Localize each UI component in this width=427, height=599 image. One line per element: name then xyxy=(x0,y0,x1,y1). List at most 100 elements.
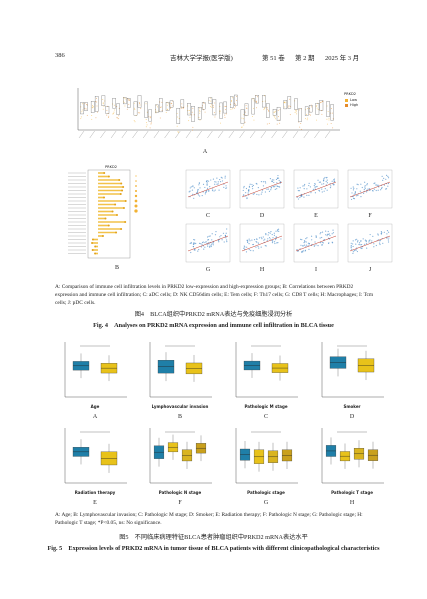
fit-line xyxy=(241,235,283,252)
dot xyxy=(245,251,248,253)
box xyxy=(330,104,334,121)
legend-dot xyxy=(134,194,138,198)
dot xyxy=(189,242,191,245)
dot xyxy=(201,194,203,197)
dot xyxy=(104,217,107,220)
dot xyxy=(159,117,161,119)
dot xyxy=(106,114,108,116)
dot xyxy=(381,175,383,177)
dot xyxy=(266,123,268,125)
dot xyxy=(387,231,390,233)
dot xyxy=(294,111,296,113)
dot xyxy=(207,245,209,247)
dot xyxy=(307,245,309,247)
dot xyxy=(352,186,354,188)
dot xyxy=(220,176,222,178)
dot xyxy=(204,246,206,248)
dot xyxy=(380,189,382,191)
dot xyxy=(327,233,330,235)
dot xyxy=(297,187,299,189)
dot xyxy=(325,177,328,179)
dot xyxy=(355,249,357,251)
dot xyxy=(315,236,317,238)
dot xyxy=(206,236,209,238)
dot xyxy=(268,190,271,192)
dot xyxy=(264,107,266,109)
panel-letter: C xyxy=(263,414,268,420)
panel-letter: H xyxy=(259,267,265,273)
dot xyxy=(321,191,323,193)
dot xyxy=(326,182,328,184)
dot xyxy=(224,116,226,118)
dot xyxy=(274,110,276,112)
dot xyxy=(267,188,269,190)
dot xyxy=(310,192,312,194)
dot xyxy=(356,241,359,243)
dot xyxy=(327,242,330,245)
dot xyxy=(161,110,163,112)
dot xyxy=(273,181,275,184)
dot xyxy=(91,242,94,244)
dot xyxy=(125,98,127,100)
dot xyxy=(274,116,276,118)
dot xyxy=(288,105,290,107)
x-axis-label: Pathologic stage xyxy=(247,490,285,495)
legend-swatch xyxy=(345,99,348,102)
dot xyxy=(380,231,382,233)
dot xyxy=(388,237,390,239)
dot xyxy=(210,106,212,108)
dot xyxy=(326,118,328,120)
dot xyxy=(230,108,232,110)
dot xyxy=(138,102,140,104)
dot xyxy=(269,178,272,180)
dot xyxy=(360,240,362,242)
legend-dot xyxy=(134,209,138,213)
dot xyxy=(383,231,385,233)
box xyxy=(251,98,255,115)
dot xyxy=(315,235,317,237)
dot xyxy=(295,111,297,113)
dot xyxy=(350,242,352,244)
dot xyxy=(200,246,203,248)
dot xyxy=(364,186,366,188)
dot xyxy=(363,192,365,194)
dot xyxy=(382,242,384,244)
dot xyxy=(194,243,196,245)
dot xyxy=(92,105,94,107)
dot xyxy=(212,178,215,180)
dot xyxy=(353,198,356,200)
x-axis-label: Smoker xyxy=(343,404,361,409)
dot xyxy=(328,119,330,121)
dot xyxy=(210,104,212,106)
dot xyxy=(382,179,384,181)
dot xyxy=(84,107,86,109)
dot xyxy=(326,189,328,191)
box xyxy=(208,97,213,104)
dot xyxy=(216,177,218,179)
dot xyxy=(267,234,269,236)
dot xyxy=(377,184,379,186)
legend-dot xyxy=(135,185,137,187)
dot xyxy=(273,241,276,243)
dot xyxy=(257,187,259,189)
dot xyxy=(107,175,110,178)
panel-frame xyxy=(293,223,339,263)
tick-label-stub xyxy=(207,130,213,139)
dot xyxy=(263,109,265,111)
legend-dot xyxy=(134,204,138,208)
dot xyxy=(262,100,264,102)
dot xyxy=(354,239,357,241)
dot xyxy=(268,232,270,234)
dot xyxy=(279,122,281,124)
box xyxy=(116,103,120,115)
box xyxy=(234,94,238,106)
dot xyxy=(215,231,217,233)
dot xyxy=(303,242,305,244)
dot xyxy=(210,105,212,107)
dot xyxy=(192,185,194,187)
dot xyxy=(261,191,263,193)
dot xyxy=(271,180,273,183)
dot xyxy=(325,180,327,183)
dot xyxy=(356,183,358,185)
dot xyxy=(373,188,376,190)
